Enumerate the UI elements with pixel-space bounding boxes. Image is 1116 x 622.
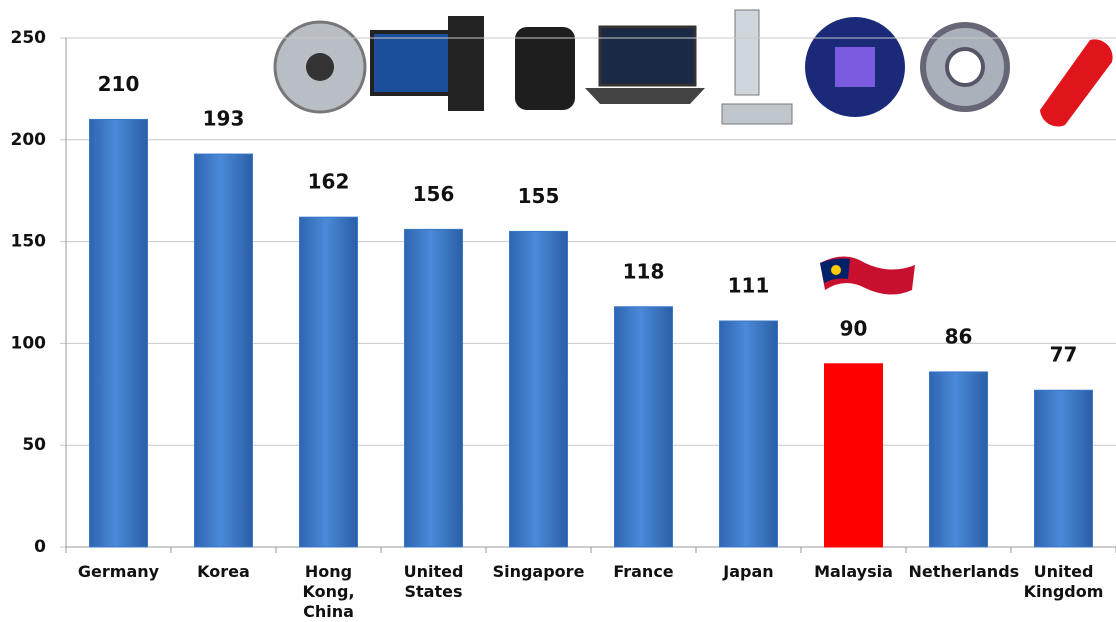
bar [194, 153, 253, 548]
value-label: 156 [413, 182, 455, 206]
chart: 0 50 100 150 200 250 210 193 162 156 155 118 111 90 86… [11, 9, 1116, 557]
value-label: 162 [308, 170, 350, 194]
x-tick-label: Netherlands [908, 562, 1020, 581]
bar [509, 230, 568, 548]
bar [614, 306, 673, 548]
x-tick-label: United Kingdom [1023, 562, 1104, 601]
page: 0 50 100 150 200 250 210 193 162 156 155 118 111 90 86… [10, 9, 1116, 621]
y-tick-label: 0 [34, 537, 46, 557]
x-tick-label: Singapore [492, 562, 585, 581]
x-tick-label: Malaysia [814, 562, 893, 581]
x-tick-label: United States [403, 562, 464, 601]
value-label: 111 [728, 274, 770, 298]
y-tick-label: 200 [11, 130, 47, 150]
value-label: 118 [623, 259, 665, 283]
value-label: 155 [518, 184, 560, 208]
bar [929, 371, 988, 548]
x-tick-label: Germany [77, 562, 160, 581]
y-tick-label: 150 [11, 232, 47, 252]
value-label: 90 [840, 316, 868, 340]
bar [824, 363, 883, 548]
bar [89, 118, 148, 548]
bar [404, 228, 463, 548]
x-tick-label: Korea [197, 562, 250, 581]
bar [299, 216, 358, 548]
value-label: 77 [1050, 343, 1078, 367]
x-tick-label: France [613, 562, 674, 581]
y-tick-label: 100 [11, 333, 47, 353]
y-tick-label: 250 [11, 28, 47, 48]
decorative-icons [273, 9, 1113, 295]
value-label: 210 [98, 72, 140, 96]
y-tick-label: 50 [22, 435, 46, 455]
value-label: 193 [203, 107, 245, 131]
x-tick-label: Hong Kong, China [302, 562, 355, 621]
bar [1034, 389, 1093, 548]
value-label: 86 [945, 324, 973, 348]
x-tick-label: Japan [723, 562, 774, 581]
bar [719, 320, 778, 548]
